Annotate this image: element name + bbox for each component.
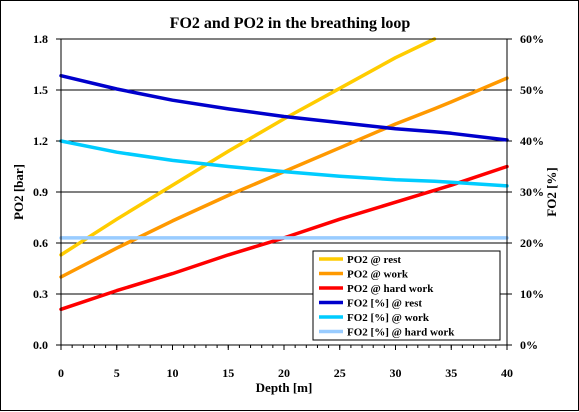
series-line xyxy=(59,76,509,279)
legend-label: FO2 [%] @ work xyxy=(347,312,430,324)
x-tick-label: 10 xyxy=(167,366,179,380)
y-tick-label: 0.6 xyxy=(33,236,48,250)
legend-label: FO2 [%] @ hard work xyxy=(347,327,455,339)
x-tick-label: 40 xyxy=(501,366,513,380)
legend: PO2 @ rest PO2 @ work PO2 @ hard work FO2 [… xyxy=(312,250,501,341)
series-line xyxy=(59,164,509,312)
y-tick-label: 0.3 xyxy=(33,287,48,301)
y2-tick-label: 20% xyxy=(520,236,544,250)
y-tick-label: 1.2 xyxy=(33,134,48,148)
y2-axis-title: FO2 [%] xyxy=(544,167,559,216)
series-line xyxy=(59,139,509,188)
x-tick-label: 30 xyxy=(390,366,402,380)
legend-label: PO2 @ rest xyxy=(347,254,401,266)
x-tick-label: 20 xyxy=(278,366,290,380)
series-line xyxy=(59,73,509,142)
legend-label: PO2 @ work xyxy=(347,269,409,281)
ticks: 0 5 10 15 20 25 30 35 40 0.0 0.3 0.6 0.9 1.2 1.5 1.8 0% 1… xyxy=(33,32,544,380)
legend-box xyxy=(312,250,501,341)
y-tick-label: 0.9 xyxy=(33,185,48,199)
series-line xyxy=(59,37,437,257)
x-tick-label: 0 xyxy=(58,366,64,380)
y2-tick-label: 50% xyxy=(520,83,544,97)
y-tick-label: 1.8 xyxy=(33,32,48,46)
legend-label: FO2 [%] @ rest xyxy=(347,298,422,310)
y-axis-title: PO2 [bar] xyxy=(11,164,26,220)
x-tick-label: 35 xyxy=(445,366,457,380)
series-group xyxy=(59,37,509,312)
y2-tick-label: 0% xyxy=(520,338,538,352)
y2-tick-label: 10% xyxy=(520,287,544,301)
legend-label: PO2 @ hard work xyxy=(347,283,434,295)
x-tick-label: 5 xyxy=(114,366,120,380)
y-tick-label: 0.0 xyxy=(33,338,48,352)
x-tick-label: 15 xyxy=(222,366,234,380)
y2-tick-label: 30% xyxy=(520,185,544,199)
y-tick-label: 1.5 xyxy=(33,83,48,97)
y2-tick-label: 40% xyxy=(520,134,544,148)
y2-tick-label: 60% xyxy=(520,32,544,46)
chart-title: FO2 and PO2 in the breathing loop xyxy=(170,15,411,32)
x-tick-label: 25 xyxy=(334,366,346,380)
x-axis-title: Depth [m] xyxy=(256,380,313,395)
